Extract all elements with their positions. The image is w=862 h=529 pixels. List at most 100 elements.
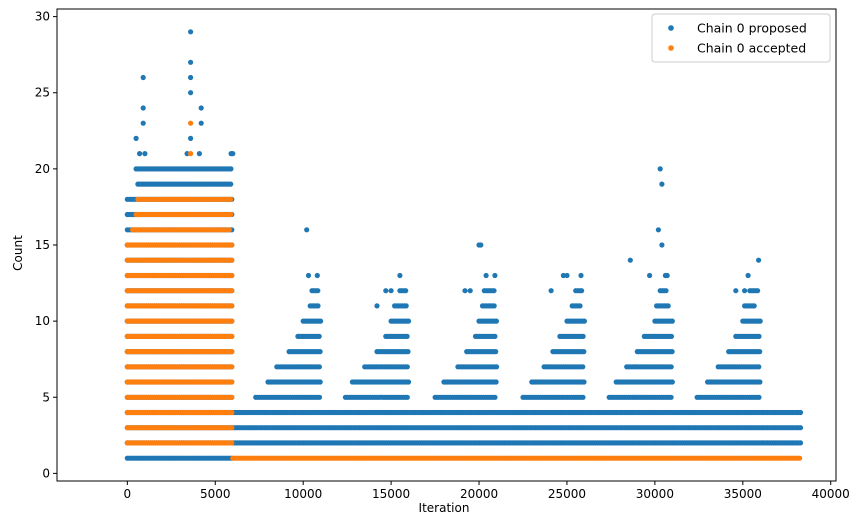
- data-point: [564, 272, 570, 279]
- data-point: [659, 181, 665, 187]
- legend-label: Chain 0 proposed: [697, 21, 807, 36]
- data-point: [315, 303, 321, 309]
- x-tick-label: 35000: [724, 487, 762, 501]
- plot-marks: [124, 29, 804, 461]
- data-point: [755, 288, 761, 294]
- data-point: [316, 333, 322, 339]
- data-point: [405, 379, 412, 385]
- data-point: [493, 318, 499, 324]
- data-point: [228, 196, 234, 202]
- x-tick-label: 15000: [372, 487, 410, 501]
- series-chain-0-accepted: [124, 120, 803, 461]
- data-point: [491, 288, 497, 294]
- x-axis-ticks: 0 5000 10000 15000 20000 25000 30000 35000 40000: [124, 481, 850, 501]
- legend-box: [651, 13, 831, 63]
- data-point: [797, 425, 804, 431]
- data-point: [198, 120, 204, 126]
- data-point: [374, 303, 380, 309]
- data-point: [745, 272, 751, 279]
- legend-marker: [668, 45, 674, 51]
- data-point: [383, 288, 389, 294]
- data-point: [668, 394, 674, 400]
- data-point: [316, 394, 323, 400]
- data-point: [627, 257, 633, 263]
- data-point: [304, 227, 310, 233]
- data-point: [756, 394, 762, 400]
- data-point: [742, 288, 748, 294]
- data-point: [230, 151, 236, 157]
- x-tick-label: 25000: [548, 487, 586, 501]
- y-tick-label: 30: [35, 10, 50, 24]
- data-point: [405, 349, 411, 355]
- data-point: [757, 379, 763, 385]
- data-point: [404, 394, 410, 400]
- legend: Chain 0 proposed Chain 0 accepted: [651, 13, 831, 63]
- x-tick-label: 0: [124, 487, 132, 501]
- legend-label: Chain 0 accepted: [697, 41, 806, 56]
- data-point: [229, 364, 235, 370]
- data-point: [142, 151, 148, 157]
- data-point: [229, 318, 235, 324]
- data-point: [188, 151, 194, 157]
- data-point: [228, 181, 234, 187]
- data-point: [317, 379, 323, 385]
- data-point: [665, 303, 671, 309]
- x-axis-label: Iteration: [419, 501, 470, 515]
- data-point: [647, 272, 653, 279]
- data-point: [196, 151, 202, 157]
- data-point: [133, 135, 139, 141]
- data-point: [229, 425, 235, 431]
- data-point: [578, 272, 584, 279]
- data-point: [188, 90, 194, 96]
- data-point: [797, 440, 804, 446]
- data-point: [404, 333, 410, 339]
- x-tick-label: 40000: [812, 487, 850, 501]
- data-point: [663, 288, 669, 294]
- data-point: [403, 303, 409, 309]
- data-point: [229, 349, 235, 355]
- data-point: [137, 151, 143, 157]
- data-point: [493, 379, 499, 385]
- data-point: [580, 394, 586, 400]
- data-point: [198, 105, 204, 111]
- data-point: [140, 74, 146, 81]
- data-point: [756, 333, 762, 339]
- data-point: [756, 257, 762, 263]
- y-tick-label: 25: [35, 86, 50, 100]
- data-point: [581, 379, 587, 385]
- y-tick-label: 15: [35, 238, 50, 252]
- data-point: [188, 59, 194, 65]
- data-point: [491, 303, 497, 309]
- data-point: [581, 349, 587, 355]
- data-point: [318, 318, 324, 324]
- data-point: [579, 288, 585, 294]
- data-point: [669, 379, 675, 385]
- data-point: [229, 379, 235, 385]
- data-point: [229, 333, 235, 339]
- x-tick-label: 5000: [200, 487, 231, 501]
- data-point: [403, 288, 409, 294]
- data-point: [229, 394, 235, 400]
- data-point: [797, 455, 803, 461]
- data-point: [581, 318, 588, 324]
- data-point: [305, 272, 312, 279]
- data-point: [228, 166, 234, 172]
- data-point: [229, 257, 235, 263]
- data-point: [580, 333, 586, 339]
- data-point: [316, 364, 322, 370]
- data-point: [229, 440, 235, 446]
- data-point: [229, 272, 235, 279]
- data-point: [668, 364, 674, 370]
- y-tick-label: 5: [42, 390, 50, 404]
- data-point: [404, 364, 410, 370]
- data-point: [751, 303, 757, 309]
- data-point: [733, 288, 739, 294]
- y-axis-label: Count: [11, 235, 25, 271]
- y-tick-label: 0: [42, 466, 50, 480]
- data-point: [492, 394, 498, 400]
- data-point: [483, 272, 489, 279]
- data-point: [140, 120, 146, 126]
- data-point: [188, 29, 194, 35]
- data-point: [462, 288, 468, 294]
